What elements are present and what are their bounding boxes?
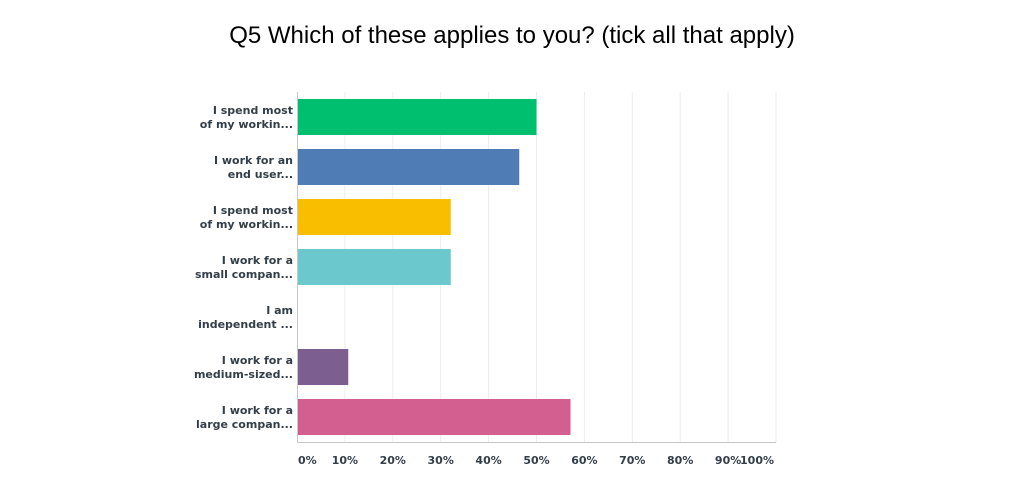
x-tick-label: 90% bbox=[715, 454, 741, 467]
category-label: I work for a small compan... bbox=[195, 254, 293, 281]
bar[interactable] bbox=[298, 149, 520, 185]
bar[interactable] bbox=[298, 249, 451, 285]
category-label: I work for an end user... bbox=[214, 154, 293, 181]
bars bbox=[298, 99, 571, 435]
bar[interactable] bbox=[298, 399, 571, 435]
x-tick-label: 0% bbox=[298, 454, 317, 467]
category-labels: I spend most of my workin... I work for an… bbox=[194, 104, 293, 431]
x-tick-labels: 0% 10% 20% 30% 40% 50% 60% 70% 80% 90%100% bbox=[298, 454, 774, 467]
x-tick-label: 40% bbox=[475, 454, 501, 467]
x-tick-label: 30% bbox=[428, 454, 454, 467]
bar[interactable] bbox=[298, 99, 537, 135]
category-label: I spend most of my workin... bbox=[200, 104, 293, 131]
category-label: I work for a large compan... bbox=[196, 404, 293, 431]
bar[interactable] bbox=[298, 349, 349, 385]
x-tick-label: 60% bbox=[571, 454, 597, 467]
category-label: I spend most of my workin... bbox=[200, 204, 293, 231]
x-tick-label: 80% bbox=[667, 454, 693, 467]
bar[interactable] bbox=[298, 199, 451, 235]
x-tick-label: 100% bbox=[740, 454, 774, 467]
category-label: I work for a medium-sized... bbox=[194, 354, 293, 381]
x-tick-label: 50% bbox=[523, 454, 549, 467]
x-tick-label: 70% bbox=[619, 454, 645, 467]
category-label: I am independent ... bbox=[198, 304, 293, 331]
x-tick-label: 10% bbox=[332, 454, 358, 467]
x-tick-label: 20% bbox=[380, 454, 406, 467]
chart-title: Q5 Which of these applies to you? (tick … bbox=[229, 22, 795, 49]
